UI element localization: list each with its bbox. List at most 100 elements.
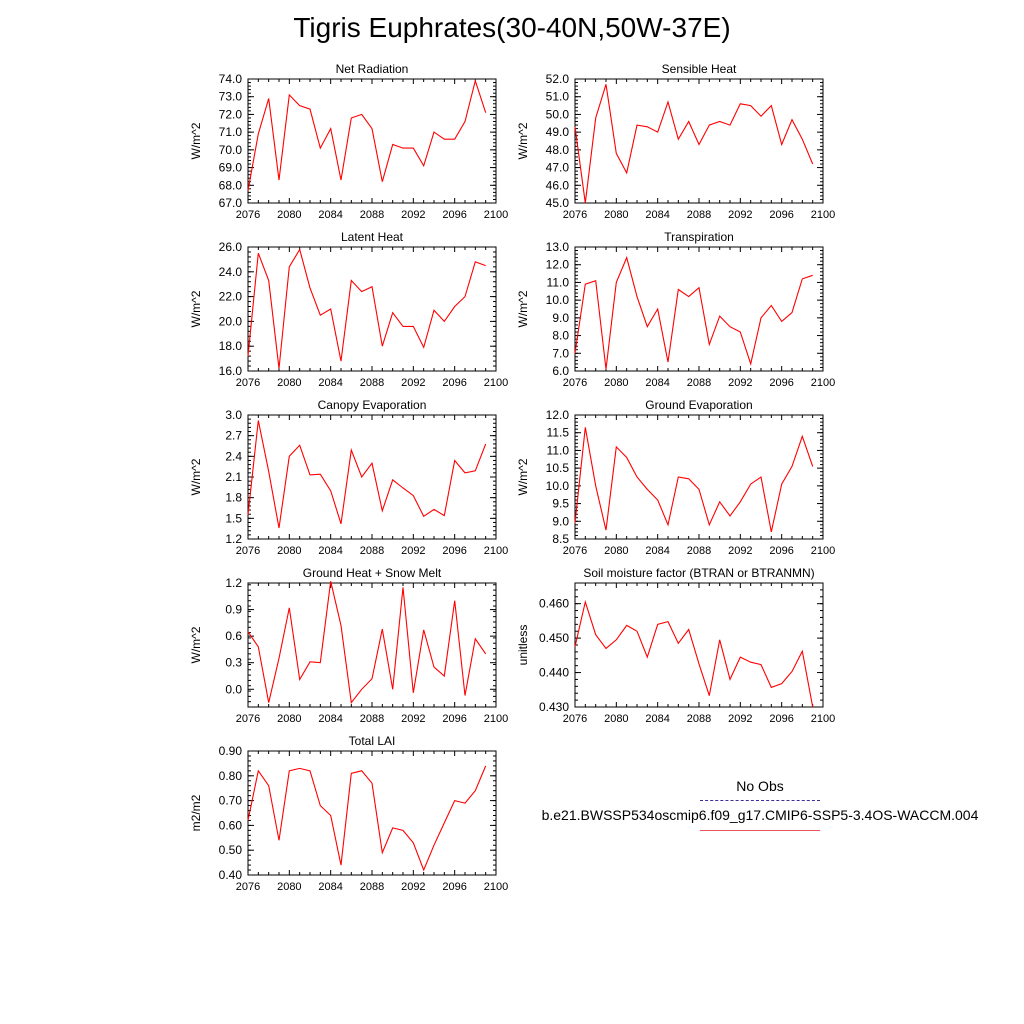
series-line — [247, 581, 487, 704]
y-tick-label: 13.0 — [546, 240, 570, 254]
y-axis-label: W/m^2 — [516, 122, 530, 159]
x-tick-label: 2096 — [769, 545, 793, 557]
y-tick-label: 72.0 — [219, 107, 243, 121]
plot-frame — [574, 246, 824, 372]
x-tick-label: 2088 — [360, 713, 384, 725]
panel-title: Canopy Evaporation — [318, 398, 427, 412]
x-tick-label: 2092 — [728, 713, 752, 725]
x-tick-label: 2088 — [687, 209, 711, 221]
x-tick-label: 2096 — [769, 377, 793, 389]
x-tick-label: 2080 — [604, 377, 628, 389]
y-axis-label: W/m^2 — [516, 290, 530, 327]
y-tick-label: 48.0 — [546, 143, 570, 157]
y-tick-label: 0.40 — [219, 868, 243, 882]
series-line — [247, 765, 487, 872]
y-tick-label: 12.0 — [546, 408, 570, 422]
plot-frame — [247, 414, 497, 540]
panel-4: Transpiration W/m^2 2076 2080 2084 2088 2092 20… — [516, 230, 835, 389]
x-tick-label: 2076 — [236, 209, 260, 221]
plot-frame — [247, 78, 497, 204]
y-tick-label: 2.1 — [225, 470, 242, 484]
y-tick-label: 49.0 — [546, 125, 570, 139]
panel-title: Ground Evaporation — [645, 398, 752, 412]
y-tick-label: 1.2 — [225, 576, 242, 590]
y-tick-label: 1.8 — [225, 491, 242, 505]
x-tick-label: 2100 — [484, 209, 508, 221]
panel-6: Ground Evaporation W/m^2 2076 2080 2084 2088 2… — [516, 398, 835, 557]
x-tick-label: 2100 — [484, 713, 508, 725]
panel-title: Sensible Heat — [662, 62, 737, 76]
x-tick-label: 2088 — [360, 881, 384, 893]
panel-8: Soil moisture factor (BTRAN or BTRANMN) u… — [516, 566, 835, 725]
x-tick-label: 2076 — [236, 545, 260, 557]
x-tick-label: 2096 — [442, 713, 466, 725]
y-tick-label: 67.0 — [219, 196, 243, 210]
y-axis-label: m2/m2 — [189, 794, 203, 831]
panel-2: Sensible Heat W/m^2 2076 2080 2084 2088 2092 20… — [516, 62, 835, 221]
series-line — [574, 84, 814, 204]
y-tick-label: 70.0 — [219, 143, 243, 157]
panel-title: Ground Heat + Snow Melt — [303, 566, 442, 580]
y-tick-label: 11.0 — [547, 275, 570, 289]
x-tick-label: 2096 — [442, 881, 466, 893]
legend-model-label: b.e21.BWSSP534oscmip6.f09_g17.CMIP6-SSP5… — [541, 807, 979, 823]
panel-1: Net Radiation W/m^2 2076 2080 2084 2088 2092 20… — [189, 62, 508, 221]
y-tick-label: 10.5 — [546, 461, 570, 475]
x-tick-label: 2084 — [645, 713, 669, 725]
x-tick-label: 2096 — [769, 713, 793, 725]
y-tick-label: 52.0 — [546, 72, 570, 86]
x-tick-label: 2088 — [687, 545, 711, 557]
y-tick-label: 0.440 — [539, 666, 569, 680]
y-tick-label: 18.0 — [219, 339, 243, 353]
y-tick-label: 0.0 — [225, 682, 242, 696]
y-tick-label: 0.9 — [225, 603, 242, 617]
x-tick-label: 2076 — [563, 545, 587, 557]
x-tick-label: 2084 — [318, 377, 342, 389]
y-axis-label: W/m^2 — [516, 458, 530, 495]
y-axis-label: W/m^2 — [189, 458, 203, 495]
x-tick-label: 2088 — [360, 377, 384, 389]
y-tick-label: 68.0 — [219, 178, 243, 192]
series-line — [574, 255, 813, 370]
x-tick-label: 2076 — [563, 377, 587, 389]
x-tick-label: 2076 — [236, 881, 260, 893]
y-tick-label: 46.0 — [546, 178, 570, 192]
plot-frame — [574, 78, 824, 204]
x-tick-label: 2100 — [811, 377, 835, 389]
x-tick-label: 2080 — [604, 209, 628, 221]
y-tick-label: 47.0 — [546, 161, 570, 175]
y-tick-label: 2.7 — [225, 429, 242, 443]
x-tick-label: 2092 — [401, 713, 425, 725]
y-tick-label: 69.0 — [219, 161, 243, 175]
x-tick-label: 2092 — [401, 545, 425, 557]
y-tick-label: 9.5 — [552, 497, 569, 511]
x-tick-label: 2096 — [442, 209, 466, 221]
x-tick-label: 2084 — [645, 545, 669, 557]
figure-title: Tigris Euphrates(30-40N,50W-37E) — [293, 12, 731, 43]
x-tick-label: 2092 — [401, 377, 425, 389]
x-tick-label: 2096 — [442, 377, 466, 389]
x-tick-label: 2084 — [318, 713, 342, 725]
x-tick-label: 2092 — [401, 209, 425, 221]
y-tick-label: 22.0 — [219, 290, 243, 304]
y-tick-label: 11.0 — [547, 443, 570, 457]
x-tick-label: 2100 — [811, 545, 835, 557]
x-tick-label: 2076 — [236, 713, 260, 725]
x-tick-label: 2080 — [277, 713, 301, 725]
y-tick-label: 12.0 — [546, 258, 570, 272]
plot-frame — [247, 750, 497, 876]
x-tick-label: 2100 — [484, 881, 508, 893]
x-tick-label: 2076 — [236, 377, 260, 389]
y-tick-label: 20.0 — [219, 314, 243, 328]
y-tick-label: 16.0 — [219, 364, 243, 378]
y-tick-label: 3.0 — [225, 408, 242, 422]
y-tick-label: 50.0 — [546, 107, 570, 121]
y-axis-label: W/m^2 — [189, 290, 203, 327]
y-tick-label: 26.0 — [219, 240, 243, 254]
series-line — [247, 420, 487, 529]
y-tick-label: 2.4 — [225, 449, 242, 463]
y-tick-label: 0.70 — [219, 794, 243, 808]
panel-title: Latent Heat — [341, 230, 404, 244]
x-tick-label: 2092 — [401, 881, 425, 893]
x-tick-label: 2088 — [360, 209, 384, 221]
